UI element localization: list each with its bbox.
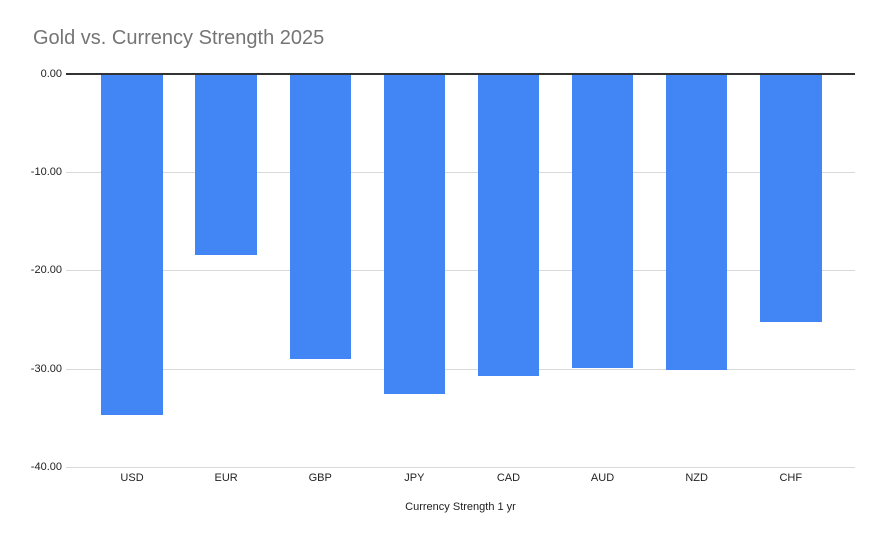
x-axis-title: Currency Strength 1 yr — [405, 501, 516, 513]
y-tick-label: -30.00 — [30, 362, 62, 375]
gridline — [66, 270, 855, 272]
bar-usd — [101, 75, 163, 415]
x-category-label-cad: CAD — [496, 472, 521, 484]
gridline — [66, 172, 855, 174]
x-category-label-aud: AUD — [590, 472, 615, 484]
x-category-label-chf: CHF — [779, 472, 803, 484]
gridline — [66, 368, 855, 370]
x-category-label-eur: EUR — [214, 472, 238, 484]
bar-eur — [195, 75, 257, 255]
bar-cad — [477, 75, 540, 377]
y-tick-label: 0.00 — [40, 68, 62, 80]
x-category-label-nzd: NZD — [685, 472, 708, 484]
bar-chf — [760, 75, 822, 323]
chart-title: Gold vs. Currency Strength 2025 — [33, 27, 325, 49]
y-tick-label: -10.00 — [30, 166, 62, 179]
x-category-label-usd: USD — [120, 472, 144, 484]
bar-gbp — [289, 75, 351, 359]
bar-jpy — [383, 75, 446, 395]
x-axis-zero-line — [66, 73, 855, 75]
gridline — [66, 466, 855, 468]
x-category-label-gbp: GBP — [308, 472, 332, 484]
y-tick-label: -40.00 — [30, 460, 62, 473]
y-tick-label: -20.00 — [30, 264, 62, 277]
bar-nzd — [665, 75, 728, 370]
bar-aud — [571, 75, 634, 368]
x-category-label-jpy: JPY — [404, 472, 425, 484]
